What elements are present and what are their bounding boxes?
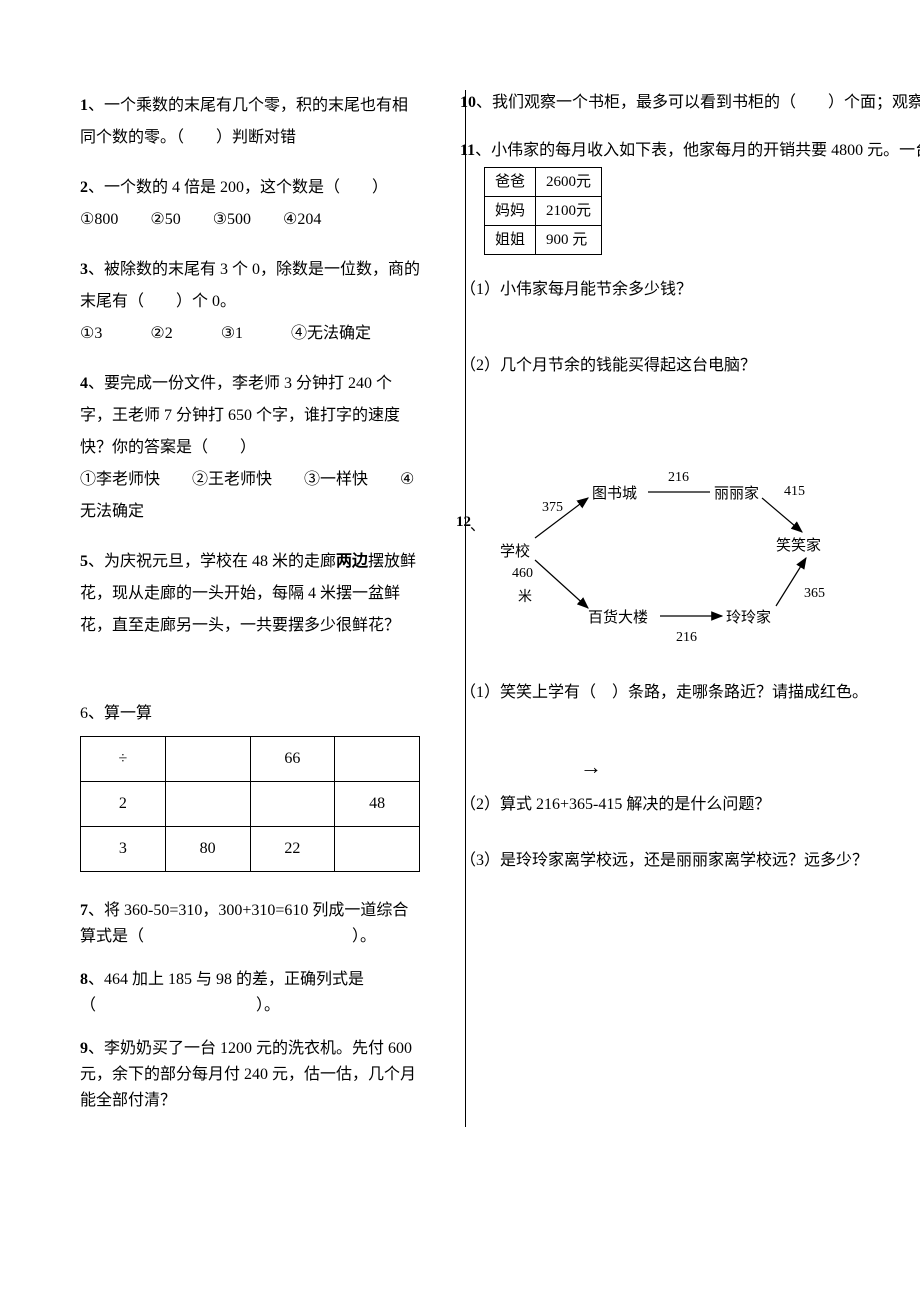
- node-lingling: 玲玲家: [726, 606, 771, 627]
- edge-415: 415: [784, 484, 805, 500]
- node-lili: 丽丽家: [714, 482, 759, 503]
- q10-num: 10: [460, 94, 476, 111]
- q5-num: 5: [80, 553, 88, 570]
- q6-table: ÷ 66 2 48 3 80 22: [80, 736, 420, 872]
- edge-460: 460: [512, 566, 533, 582]
- cell: [250, 782, 335, 827]
- q2-options: ①800 ②50 ③500 ④204: [80, 204, 420, 236]
- cell: 22: [250, 827, 335, 872]
- q6-num: 6: [80, 705, 88, 722]
- edge-365: 365: [804, 586, 825, 602]
- q1-text: 、一个乘数的末尾有几个零，积的末尾也有相同个数的零。（ ）判断对错: [80, 97, 408, 146]
- q3-num: 3: [80, 261, 88, 278]
- q4-opt3: ③一样快: [304, 464, 368, 496]
- q11-text: 、小伟家的每月收入如下表，他家每月的开销共要 4800 元。一台电脑 3888 …: [475, 142, 920, 159]
- table-row: 2 48: [81, 782, 420, 827]
- q9-num: 9: [80, 1040, 88, 1057]
- cell: 2: [81, 782, 166, 827]
- q4-options: ①李老师快 ②王老师快 ③一样快 ④: [80, 464, 420, 496]
- q3-opt1: ①3: [80, 318, 102, 350]
- cell: 姐姐: [485, 226, 536, 255]
- table-row: 姐姐 900 元: [485, 226, 602, 255]
- question-8: 8、464 加上 185 与 98 的差，正确列式是（ ）。: [80, 967, 420, 1018]
- q11-sub1: （1）小伟家每月能节余多少钱？: [460, 277, 920, 303]
- q12-arrows: → → →: [460, 754, 920, 780]
- q2-opt3: ③500: [213, 204, 251, 236]
- q5-bold: 两边: [336, 553, 368, 570]
- q2-opt1: ①800: [80, 204, 118, 236]
- q3-text: 、被除数的末尾有 3 个 0，除数是一位数，商的末尾有（ ）个 0。: [80, 261, 420, 310]
- q1-num: 1: [80, 97, 88, 114]
- q8-text: 、464 加上 185 与 98 的差，正确列式是（ ）。: [80, 971, 364, 1014]
- q12-diagram: 12 、: [460, 468, 920, 668]
- table-row: 3 80 22: [81, 827, 420, 872]
- node-mall: 百货大楼: [588, 606, 648, 627]
- table-row: 妈妈 2100元: [485, 197, 602, 226]
- q4-opt1: ①李老师快: [80, 464, 160, 496]
- q4-opt-trail: 无法确定: [80, 496, 420, 528]
- q2-opt4: ④204: [283, 204, 321, 236]
- q10-text: 、我们观察一个书柜，最多可以看到书柜的（ ）个面；观察一个小魔方，最多可以看到小…: [476, 94, 920, 111]
- cell: [335, 827, 420, 872]
- q5-text1: 、为庆祝元旦，学校在 48 米的走廊: [88, 553, 336, 570]
- q11-sub2: （2）几个月节余的钱能买得起这台电脑？: [460, 353, 920, 379]
- table-row: ÷ 66: [81, 737, 420, 782]
- left-column: 1、一个乘数的末尾有几个零，积的末尾也有相同个数的零。（ ）判断对错 2、一个数…: [80, 90, 440, 1127]
- table-row: 爸爸 2600元: [485, 168, 602, 197]
- q11-num: 11: [460, 142, 475, 159]
- question-6: 6、算一算 ÷ 66 2 48 3 80 22: [80, 698, 420, 872]
- cell: 3: [81, 827, 166, 872]
- q4-opt4: ④: [400, 464, 414, 496]
- edge-216b: 216: [676, 630, 697, 646]
- node-mi: 米: [518, 586, 532, 606]
- node-xiaoxiao: 笑笑家: [776, 534, 821, 555]
- node-bookstore: 图书城: [592, 482, 637, 503]
- question-1: 1、一个乘数的末尾有几个零，积的末尾也有相同个数的零。（ ）判断对错: [80, 90, 420, 154]
- question-2: 2、一个数的 4 倍是 200，这个数是（ ） ①800 ②50 ③500 ④2…: [80, 172, 420, 236]
- question-5: 5、为庆祝元旦，学校在 48 米的走廊两边摆放鲜花，现从走廊的一头开始，每隔 4…: [80, 546, 420, 642]
- cell: 900 元: [536, 226, 602, 255]
- question-10: 10、我们观察一个书柜，最多可以看到书柜的（ ）个面；观察一个小魔方，最多可以看…: [460, 90, 920, 116]
- edge-375: 375: [542, 500, 563, 516]
- cell: 80: [165, 827, 250, 872]
- cell: 2100元: [536, 197, 602, 226]
- q3-opt2: ②2: [150, 318, 172, 350]
- q3-options: ①3 ②2 ③1 ④无法确定: [80, 318, 420, 350]
- cell: 2600元: [536, 168, 602, 197]
- question-4: 4、要完成一份文件，李老师 3 分钟打 240 个字，王老师 7 分钟打 650…: [80, 368, 420, 528]
- q12-sub2: （2）算式 216+365-415 解决的是什么问题？: [460, 792, 920, 818]
- q2-text: 、一个数的 4 倍是 200，这个数是（ ）: [88, 179, 388, 196]
- cell: 66: [250, 737, 335, 782]
- q8-num: 8: [80, 971, 88, 988]
- q4-text: 、要完成一份文件，李老师 3 分钟打 240 个字，王老师 7 分钟打 650 …: [80, 375, 400, 456]
- question-3: 3、被除数的末尾有 3 个 0，除数是一位数，商的末尾有（ ）个 0。 ①3 ②…: [80, 254, 420, 350]
- cell: 48: [335, 782, 420, 827]
- q12-sub1: （1）笑笑上学有（ ）条路，走哪条路近？请描成红色。: [460, 680, 920, 706]
- cell: 妈妈: [485, 197, 536, 226]
- q2-num: 2: [80, 179, 88, 196]
- q7-num: 7: [80, 902, 88, 919]
- q2-opt2: ②50: [150, 204, 180, 236]
- question-9: 9、李奶奶买了一台 1200 元的洗衣机。先付 600元，余下的部分每月付 24…: [80, 1036, 420, 1113]
- q4-num: 4: [80, 375, 88, 392]
- cell: 爸爸: [485, 168, 536, 197]
- cell: [335, 737, 420, 782]
- right-column: 10、我们观察一个书柜，最多可以看到书柜的（ ）个面；观察一个小魔方，最多可以看…: [440, 90, 920, 1127]
- question-7: 7、将 360-50=310，300+310=610 列成一道综合算式是（ ）。: [80, 898, 420, 949]
- q4-opt2: ②王老师快: [192, 464, 272, 496]
- cell: [165, 737, 250, 782]
- q7-text: 、将 360-50=310，300+310=610 列成一道综合算式是（ ）。: [80, 902, 408, 945]
- q3-opt4: ④无法确定: [291, 318, 371, 350]
- q12-sub3: （3）是玲玲家离学校远，还是丽丽家离学校远？远多少？: [460, 848, 920, 874]
- q3-opt3: ③1: [221, 318, 243, 350]
- q11-table: 爸爸 2600元 妈妈 2100元 姐姐 900 元: [484, 167, 602, 255]
- cell: ÷: [81, 737, 166, 782]
- edge-216a: 216: [668, 470, 689, 486]
- question-12: 12 、: [460, 468, 920, 873]
- node-school: 学校: [500, 540, 530, 561]
- q6-title: 、算一算: [88, 705, 152, 722]
- question-11: 11、小伟家的每月收入如下表，他家每月的开销共要 4800 元。一台电脑 388…: [460, 138, 920, 379]
- q9-text: 、李奶奶买了一台 1200 元的洗衣机。先付 600元，余下的部分每月付 240…: [80, 1040, 416, 1108]
- cell: [165, 782, 250, 827]
